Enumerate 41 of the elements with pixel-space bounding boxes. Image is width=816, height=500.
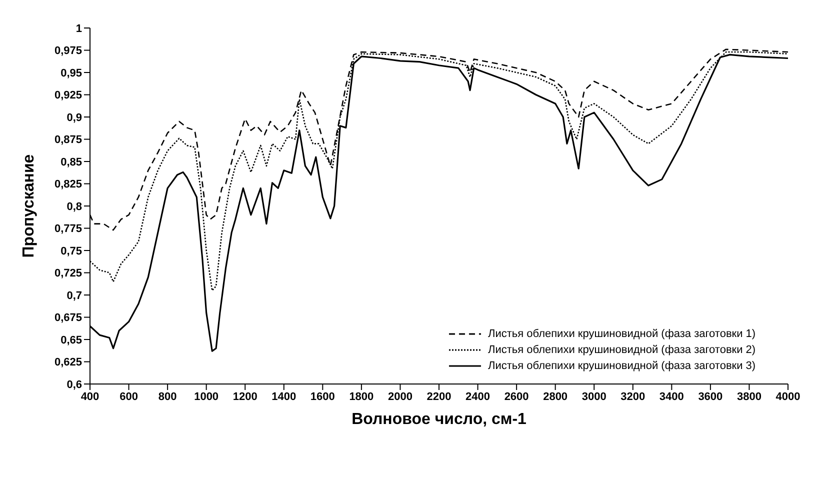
y-tick-label: 0,925 <box>54 90 82 102</box>
y-tick-label: 0,8 <box>66 200 82 213</box>
y-tick-label: 0,65 <box>60 334 82 346</box>
x-tick-label: 1800 <box>349 390 374 403</box>
x-tick-label: 2800 <box>543 390 568 403</box>
y-tick-label: 0,775 <box>54 223 82 236</box>
x-tick-label: 3400 <box>659 390 684 403</box>
x-tick-label: 3800 <box>736 390 762 403</box>
legend-label: Листья облепихи крушиновидной (фаза заготовки 2) <box>488 344 756 356</box>
x-tick-label: 1200 <box>232 390 258 403</box>
x-tick-label: 1600 <box>310 390 335 403</box>
y-tick-label: 0,975 <box>54 45 82 58</box>
y-tick-label: 0,825 <box>54 178 82 191</box>
y-tick-label: 0,725 <box>54 268 82 280</box>
x-tick-label: 3600 <box>698 390 723 403</box>
legend-label: Листья облепихи крушиновидной (фаза заготовки 1) <box>488 328 756 340</box>
x-tick-label: 600 <box>120 390 138 403</box>
x-tick-label: 2600 <box>504 390 529 403</box>
y-tick-label: 0,875 <box>54 134 82 146</box>
x-tick-label: 2200 <box>426 390 452 403</box>
x-tick-label: 800 <box>158 390 177 403</box>
y-tick-label: 1 <box>76 22 82 35</box>
y-tick-label: 0,6 <box>66 378 82 391</box>
x-tick-label: 2000 <box>388 390 412 403</box>
x-tick-label: 400 <box>80 390 100 403</box>
y-tick-label: 0,625 <box>54 356 82 369</box>
x-tick-label: 3000 <box>582 390 606 403</box>
y-tick-label: 0,9 <box>66 112 82 124</box>
y-tick-label: 0,85 <box>60 156 82 168</box>
y-tick-label: 0,7 <box>66 290 82 302</box>
legend-label: Листья облепихи крушиновидной (фаза заготовки 3) <box>488 360 756 372</box>
x-tick-label: 4000 <box>776 390 800 403</box>
y-tick-label: 0,75 <box>60 245 82 258</box>
y-tick-label: 0,95 <box>60 67 82 80</box>
x-axis-title: Волновое число, см-1 <box>352 411 527 428</box>
y-tick-label: 0,675 <box>54 312 82 324</box>
x-tick-label: 1400 <box>272 390 296 403</box>
y-axis-title: Пропускание <box>20 154 38 258</box>
x-tick-label: 2400 <box>466 390 490 403</box>
x-tick-label: 1000 <box>194 390 219 403</box>
x-tick-label: 3200 <box>620 390 646 403</box>
